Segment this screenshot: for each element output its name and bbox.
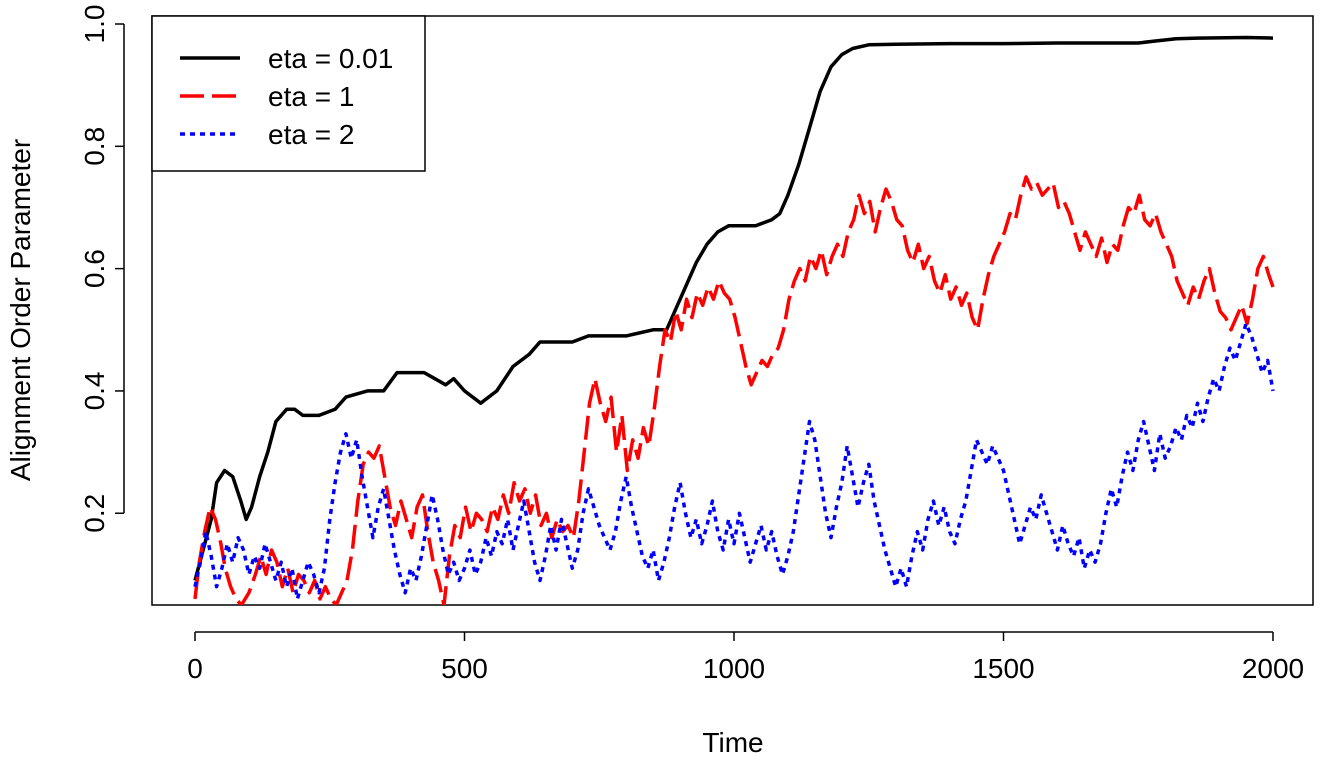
x-tick-label: 1000 <box>703 653 765 684</box>
y-ticks: 0.2 0.4 0.6 0.8 1.0 <box>79 5 124 533</box>
x-tick-label: 1500 <box>972 653 1034 684</box>
y-axis-title: Alignment Order Parameter <box>5 139 36 481</box>
series-layer <box>193 35 1275 605</box>
legend-label: eta = 1 <box>268 81 354 112</box>
legend-label: eta = 2 <box>268 119 354 150</box>
legend: eta = 0.01 eta = 1 eta = 2 <box>151 15 426 172</box>
x-tick-label: 500 <box>441 653 488 684</box>
y-tick-label: 0.6 <box>79 249 110 288</box>
legend-items: eta = 0.01 eta = 1 eta = 2 <box>180 43 393 150</box>
y-tick-label: 0.4 <box>79 371 110 410</box>
series-line <box>193 321 1275 601</box>
legend-box <box>151 15 426 172</box>
y-tick-label: 0.8 <box>79 127 110 166</box>
x-tick-label: 2000 <box>1242 653 1304 684</box>
legend-label: eta = 0.01 <box>268 43 393 74</box>
y-tick-label: 0.2 <box>79 494 110 533</box>
x-axis-title: Time <box>702 727 763 758</box>
x-ticks: 0 500 1000 1500 2000 <box>187 632 1304 684</box>
series-line <box>193 175 1275 605</box>
y-tick-label: 1.0 <box>79 5 110 44</box>
x-tick-label: 0 <box>187 653 203 684</box>
x-axis: 0 500 1000 1500 2000 <box>187 631 1304 684</box>
series-line <box>193 35 1274 581</box>
plot-frame <box>151 15 1314 606</box>
y-axis: 0.2 0.4 0.6 0.8 1.0 <box>79 5 125 533</box>
